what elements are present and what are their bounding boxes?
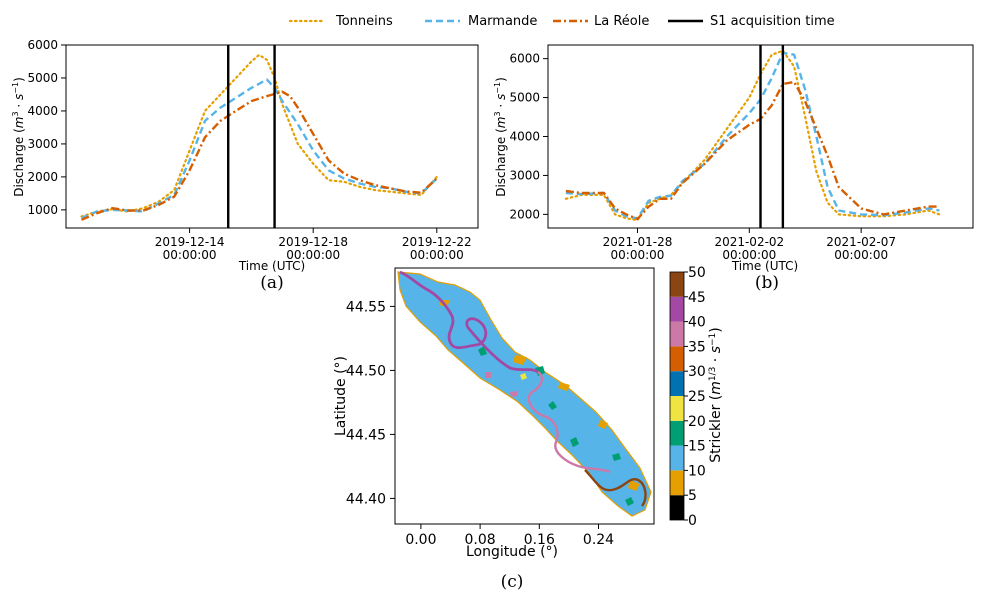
- plot-b-ylabel: Discharge (m3 · s−1): [493, 77, 508, 197]
- patch-orange-5: [628, 480, 640, 491]
- a-series-marmande: [81, 78, 438, 220]
- a-xtick-time: 00:00:00: [163, 248, 217, 262]
- c-xtick-label: 0.00: [405, 532, 436, 548]
- a-series-la-r-ole: [81, 90, 438, 221]
- plot-c-frame: [394, 267, 655, 525]
- colorbar-tick-label: 5: [688, 488, 697, 504]
- c-xtick-label: 0.08: [465, 532, 496, 548]
- c-ytick-label: 44.45: [346, 427, 386, 443]
- plot-b-xlabel: Time (UTC): [731, 259, 798, 273]
- patch-pink-2: [510, 391, 518, 397]
- plot-c-ylabel: Latitude (°): [333, 356, 349, 436]
- patch-orange-3: [558, 382, 570, 391]
- colorbar-tick-label: 10: [688, 463, 706, 479]
- patch-orange-4: [598, 420, 608, 429]
- c-ytick-label: 44.50: [346, 363, 386, 379]
- patch-green-2: [535, 366, 545, 376]
- legend-label-la-reole: La Réole: [594, 14, 649, 29]
- plot-a-xlabel: Time (UTC): [238, 259, 305, 273]
- b-ytick-label: 5000: [509, 91, 540, 105]
- b-ytick-label: 4000: [509, 130, 540, 144]
- colorbar-segment: [670, 296, 684, 322]
- a-xtick-date: 2019-12-14: [155, 235, 225, 249]
- colorbar-segment: [670, 321, 684, 347]
- river-domain: [397, 271, 652, 517]
- b-series-la-r-ole: [565, 80, 940, 221]
- colorbar-segment: [670, 445, 684, 471]
- patch-pink-1: [485, 372, 491, 378]
- colorbar-tick-label: 40: [688, 315, 706, 331]
- a-xtick-time: 00:00:00: [286, 248, 340, 262]
- a-ytick-label: 6000: [27, 38, 58, 52]
- patch-green-3: [570, 437, 579, 447]
- colorbar-tick-label: 30: [688, 364, 706, 380]
- a-xtick-time: 00:00:00: [410, 248, 464, 262]
- colorbar-tick-label: 15: [688, 439, 706, 455]
- colorbar-segment: [670, 371, 684, 396]
- b-xtick-time: 00:00:00: [722, 248, 776, 262]
- legend-label-marmande: Marmande: [468, 14, 537, 29]
- a-series-tonneins: [80, 53, 438, 218]
- a-ytick-label: 3000: [27, 137, 58, 151]
- c-ytick-label: 44.40: [346, 491, 386, 507]
- legend-label-tonneins: Tonneins: [335, 14, 393, 29]
- colorbar-tick-label: 25: [688, 389, 706, 405]
- b-xtick-date: 2021-02-07: [826, 235, 896, 249]
- b-series-marmande: [565, 51, 940, 220]
- colorbar-tick-label: 50: [688, 265, 706, 281]
- panel-label-a: (a): [260, 273, 283, 293]
- channel-pink: [527, 371, 611, 474]
- c-ytick-label: 44.55: [346, 299, 386, 315]
- colorbar-segment: [670, 346, 684, 372]
- a-xtick-date: 2019-12-22: [402, 235, 472, 249]
- colorbar-tick-label: 20: [688, 414, 706, 430]
- patch-green-6: [625, 497, 634, 506]
- plot-a-ylabel: Discharge (m3 · s−1): [11, 77, 26, 197]
- colorbar-segment: [670, 470, 684, 496]
- colorbar-tick-label: 45: [688, 290, 706, 306]
- plot-c: 44.40 44.45 44.50 44.55 0.00 0.08 0.16 0.24 La…: [333, 265, 724, 592]
- plot-c-xlabel: Longitude (°): [466, 544, 558, 560]
- b-ytick-label: 3000: [509, 168, 540, 182]
- channel-brown: [584, 469, 647, 507]
- b-ytick-label: 2000: [509, 207, 540, 221]
- a-ytick-label: 2000: [27, 170, 58, 184]
- b-xtick-time: 00:00:00: [834, 248, 888, 262]
- colorbar-label: Strickler (m1/3 · s−1): [708, 327, 724, 463]
- colorbar-segment: [670, 495, 684, 520]
- patch-green-5: [548, 401, 557, 410]
- c-xtick-label: 0.16: [524, 532, 555, 548]
- b-xtick-date: 2021-02-02: [714, 235, 784, 249]
- a-xtick-date: 2019-12-18: [278, 235, 348, 249]
- panel-label-b: (b): [755, 273, 779, 293]
- colorbar-segment: [670, 396, 684, 421]
- channel-purple: [399, 270, 539, 374]
- a-ytick-label: 1000: [27, 203, 58, 217]
- plot-a-frame: [65, 44, 479, 229]
- b-xtick-time: 00:00:00: [611, 248, 665, 262]
- legend: Tonneins Marmande La Réole S1 acquisitio…: [288, 14, 835, 29]
- patch-yellow-1: [520, 373, 527, 380]
- colorbar-segment: [670, 272, 684, 297]
- b-xtick-date: 2021-01-28: [603, 235, 673, 249]
- colorbar-tick-label: 0: [688, 513, 697, 529]
- patch-orange-1: [513, 355, 527, 365]
- a-ytick-label: 4000: [27, 104, 58, 118]
- b-series-tonneins: [564, 49, 941, 222]
- panel-label-c: (c): [501, 572, 524, 592]
- b-ytick-label: 6000: [509, 52, 540, 66]
- legend-label-s1: S1 acquisition time: [710, 14, 835, 29]
- a-ytick-label: 5000: [27, 71, 58, 85]
- patch-green-4: [612, 453, 621, 461]
- colorbar-segment: [670, 420, 684, 446]
- colorbar: [669, 271, 685, 521]
- colorbar-tick-label: 35: [688, 339, 706, 355]
- c-xtick-label: 0.24: [583, 532, 614, 548]
